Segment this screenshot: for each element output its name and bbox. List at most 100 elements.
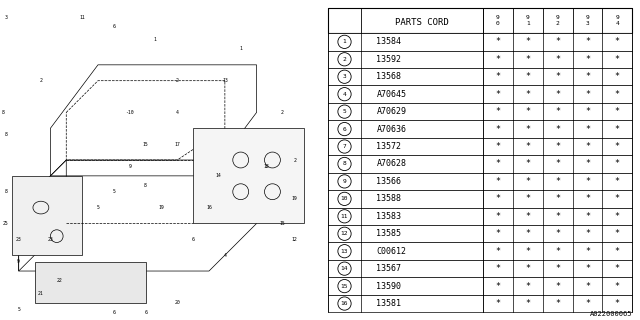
Text: 19: 19 [159, 205, 164, 210]
Text: *: * [495, 212, 500, 221]
Text: 9: 9 [342, 179, 346, 184]
Text: 2: 2 [40, 78, 42, 83]
FancyBboxPatch shape [328, 208, 632, 225]
Text: 14: 14 [216, 173, 221, 178]
Text: 3: 3 [342, 74, 346, 79]
FancyBboxPatch shape [328, 138, 632, 155]
Text: *: * [525, 55, 531, 64]
FancyBboxPatch shape [328, 295, 632, 312]
Text: 13: 13 [222, 78, 228, 83]
Text: *: * [495, 159, 500, 168]
Text: *: * [555, 142, 560, 151]
FancyBboxPatch shape [328, 103, 632, 120]
Text: *: * [585, 37, 590, 46]
Text: PARTS CORD: PARTS CORD [396, 19, 449, 28]
Text: 13592: 13592 [376, 55, 401, 64]
Text: *: * [615, 142, 620, 151]
Text: *: * [525, 299, 531, 308]
Text: *: * [525, 107, 531, 116]
Text: *: * [585, 142, 590, 151]
Text: 2: 2 [342, 57, 346, 62]
Text: *: * [525, 229, 531, 238]
Text: *: * [495, 37, 500, 46]
Text: *: * [495, 247, 500, 256]
Text: A70645: A70645 [376, 90, 406, 99]
Text: *: * [525, 124, 531, 133]
Text: *: * [525, 177, 531, 186]
Text: *: * [555, 229, 560, 238]
Text: *: * [495, 194, 500, 203]
FancyBboxPatch shape [328, 173, 632, 190]
Text: *: * [525, 194, 531, 203]
Text: 3: 3 [4, 15, 8, 20]
Text: *: * [555, 37, 560, 46]
Text: *: * [585, 124, 590, 133]
FancyBboxPatch shape [328, 243, 632, 260]
FancyBboxPatch shape [328, 120, 632, 138]
Text: *: * [585, 159, 590, 168]
Text: *: * [615, 90, 620, 99]
Text: 13590: 13590 [376, 282, 401, 291]
Text: 6: 6 [192, 237, 195, 242]
Text: 4: 4 [342, 92, 346, 97]
Text: 7: 7 [342, 144, 346, 149]
Text: *: * [585, 177, 590, 186]
Text: *: * [585, 247, 590, 256]
Text: 19: 19 [292, 196, 298, 201]
Text: *: * [525, 247, 531, 256]
Text: 18: 18 [263, 164, 269, 169]
Text: 16: 16 [206, 205, 212, 210]
Text: *: * [615, 37, 620, 46]
Text: 12: 12 [292, 237, 298, 242]
FancyBboxPatch shape [328, 33, 632, 51]
Text: 10: 10 [340, 196, 348, 201]
Text: *: * [525, 282, 531, 291]
Text: 11: 11 [79, 15, 85, 20]
Polygon shape [193, 128, 304, 223]
Text: C00612: C00612 [376, 247, 406, 256]
FancyBboxPatch shape [328, 85, 632, 103]
Text: *: * [615, 194, 620, 203]
Text: A022000065: A022000065 [590, 311, 632, 317]
Text: *: * [525, 264, 531, 273]
Text: *: * [585, 107, 590, 116]
Text: *: * [555, 282, 560, 291]
Text: *: * [495, 229, 500, 238]
Text: 9
1: 9 1 [526, 15, 530, 26]
Text: -10: -10 [125, 110, 134, 115]
Text: 5: 5 [342, 109, 346, 114]
Text: *: * [585, 55, 590, 64]
Text: A70636: A70636 [376, 124, 406, 133]
Text: *: * [615, 264, 620, 273]
Text: 5: 5 [97, 205, 99, 210]
Text: *: * [585, 229, 590, 238]
Text: *: * [555, 124, 560, 133]
Text: 2: 2 [280, 110, 284, 115]
Text: 20: 20 [175, 300, 180, 305]
FancyBboxPatch shape [328, 277, 632, 295]
Text: 23: 23 [16, 237, 22, 242]
FancyBboxPatch shape [328, 8, 632, 33]
Text: 14: 14 [340, 266, 348, 271]
Text: 9: 9 [128, 164, 131, 169]
Text: *: * [585, 264, 590, 273]
Text: *: * [615, 299, 620, 308]
Text: 15: 15 [279, 221, 285, 226]
FancyBboxPatch shape [328, 225, 632, 243]
Text: *: * [555, 212, 560, 221]
Text: *: * [495, 282, 500, 291]
Text: *: * [495, 124, 500, 133]
Text: *: * [615, 177, 620, 186]
Text: *: * [615, 107, 620, 116]
Text: 13568: 13568 [376, 72, 401, 81]
Text: *: * [495, 299, 500, 308]
Text: *: * [495, 72, 500, 81]
Text: *: * [525, 37, 531, 46]
Text: 13: 13 [340, 249, 348, 254]
Text: *: * [555, 247, 560, 256]
Text: *: * [555, 194, 560, 203]
Text: 6: 6 [144, 310, 147, 315]
Text: *: * [585, 194, 590, 203]
Text: 12: 12 [340, 231, 348, 236]
FancyBboxPatch shape [328, 68, 632, 85]
